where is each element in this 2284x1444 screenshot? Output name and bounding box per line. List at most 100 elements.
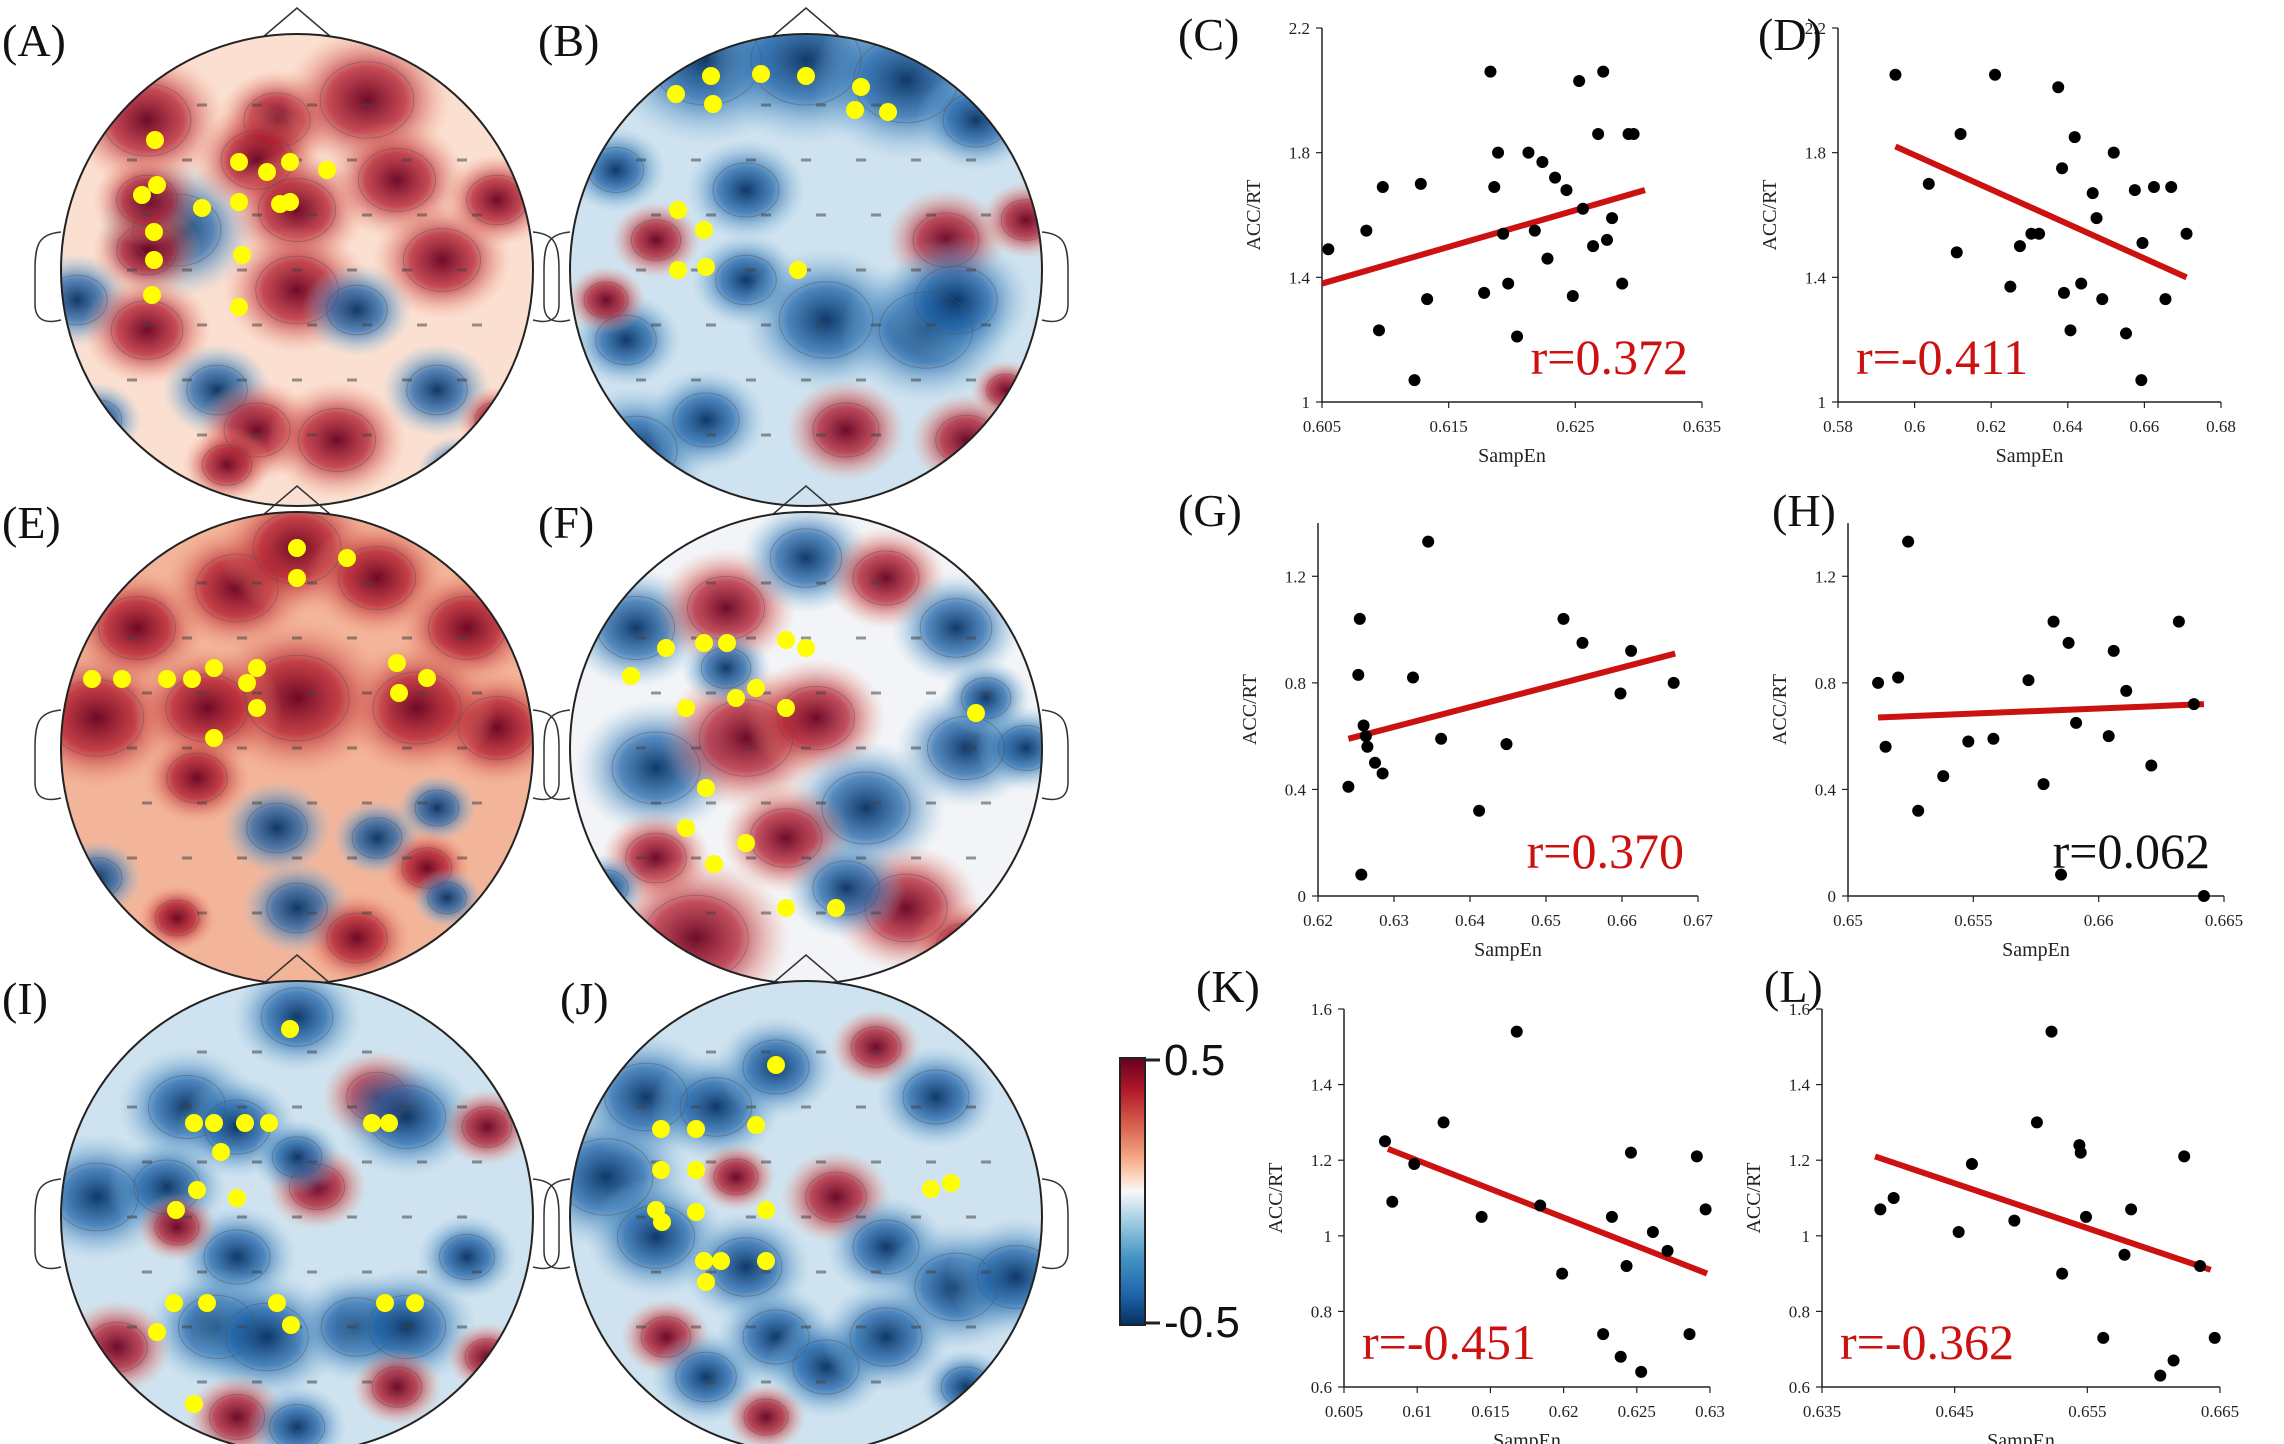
electrode-site [197,1270,207,1274]
electrode-site [237,1325,247,1329]
topomap-contour [715,254,777,306]
significant-electrode-marker [695,1252,713,1270]
topomap-contour [743,1398,789,1436]
data-point [2070,716,2083,729]
electrode-site [127,856,137,860]
topomap-contour [427,881,467,915]
head-ear-right [1041,709,1069,801]
electrode-site [472,1270,482,1274]
x-axis-label: SampEn [2002,939,2070,961]
x-tick-label: 0.62 [1976,417,2006,436]
electrode-site [307,323,317,327]
electrode-site [237,1105,247,1109]
significant-electrode-marker [248,659,266,677]
electrode-site [292,268,302,272]
significant-electrode-marker [718,634,736,652]
electrode-site [292,1215,302,1219]
correlation-annotation: r=0.372 [1531,329,1688,385]
electrode-site [417,1160,427,1164]
topomap-blob [137,1193,217,1261]
data-point [2159,293,2172,306]
data-point [1573,74,1586,87]
electrode-site [911,1105,921,1109]
data-point [2120,684,2133,697]
electrode-site [402,268,412,272]
electrode-site [142,323,152,327]
data-point [1376,180,1389,193]
significant-electrode-marker [797,67,815,85]
significant-electrode-marker [143,286,161,304]
significant-electrode-marker [677,699,695,717]
significant-electrode-marker [757,1252,775,1270]
electrode-site [691,636,701,640]
significant-electrode-marker [677,819,695,837]
data-point [2165,180,2178,193]
head-ear-left [34,231,62,323]
electrode-site [816,433,826,437]
topomap-blob [397,774,477,842]
data-point [2208,1331,2221,1344]
data-point [1408,374,1421,387]
topomap-contour [672,392,740,448]
topomap-contour [927,716,1005,780]
data-point [1683,1328,1696,1341]
y-tick-label: 1.8 [1805,144,1826,163]
topomap-field [61,981,533,1444]
electrode-site [307,1050,317,1054]
topomap-blob [61,381,142,459]
panel-label-d: (D) [1758,9,1822,60]
data-point [2125,1203,2138,1216]
scatter-chart-g: 0.62 0.63 0.64 0.65 0.66 0.67 0 0.4 0.8 1.2 SampEn… [1239,523,1713,961]
topomap-contour [414,789,460,827]
data-point [2064,324,2077,337]
electrode-site [651,323,661,327]
electrode-site [801,746,811,750]
electrode-site [761,213,771,217]
significant-electrode-marker [777,699,795,717]
electrode-site [871,801,881,805]
topomap-blob [941,659,1031,737]
electrode-site [197,1380,207,1384]
significant-electrode-marker [827,899,845,917]
electrode-site [347,856,357,860]
electrode-site [636,1105,646,1109]
data-point [1488,180,1501,193]
topomap-contour [271,1136,323,1178]
data-point [1556,1267,1569,1280]
data-point [2178,1150,2191,1163]
electrode-site [856,636,866,640]
data-point [1606,212,1619,225]
topomap-contour [203,1229,271,1285]
topomap-blob [821,1281,951,1393]
significant-electrode-marker [667,85,685,103]
data-point [1549,171,1562,184]
topomap-contour [742,1039,810,1095]
y-axis-label: ACC/RT [1759,179,1781,250]
topomap-contour [326,284,388,336]
electrode-site [362,213,372,217]
data-point [1597,1328,1610,1341]
electrode-site [966,1325,976,1329]
topomap-contour [61,1162,139,1232]
electrode-site [911,268,921,272]
scatter-chart-c: 0.605 0.615 0.625 0.635 1 1.4 1.8 2.2 SampEn ACC/… [1243,19,1721,467]
electrode-site [127,1105,137,1109]
electrode-site [307,691,317,695]
correlation-annotation: r=0.062 [2053,823,2210,879]
electrode-site [457,1105,467,1109]
electrode-site [636,158,646,162]
x-tick-label: 0.655 [1954,911,1992,930]
topomap-blob [412,868,482,928]
topomap-contour [742,1309,810,1365]
topomap-blob [61,839,142,917]
significant-electrode-marker [188,1181,206,1199]
electrode-site [237,746,247,750]
data-point [1954,127,1967,140]
electrode-site [417,1270,427,1274]
x-axis-label: SampEn [1478,445,1546,467]
data-point [1510,1025,1523,1038]
data-point [1502,277,1515,290]
data-point [2056,1267,2069,1280]
electrode-site [746,856,756,860]
topomap-contour [902,1069,970,1125]
